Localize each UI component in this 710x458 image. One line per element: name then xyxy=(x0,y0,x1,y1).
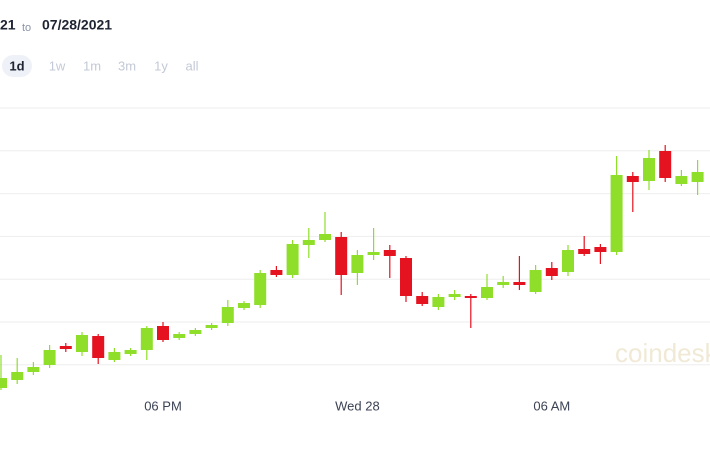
candle-body xyxy=(221,307,234,323)
candle-body xyxy=(335,237,348,275)
candle-body xyxy=(302,240,315,245)
range-start: 21 xyxy=(0,17,16,33)
candle-body xyxy=(448,294,461,297)
range-selected-bg xyxy=(2,55,32,77)
candle-body xyxy=(254,273,267,305)
candle-body xyxy=(497,282,510,285)
candle-body xyxy=(189,330,202,334)
range-button[interactable]: 1m xyxy=(83,58,101,73)
grid xyxy=(0,107,710,366)
candle-body xyxy=(27,367,40,372)
candle-body xyxy=(205,325,218,328)
candle-body xyxy=(416,296,429,304)
candle-body xyxy=(92,336,105,358)
candle-body xyxy=(0,378,7,388)
candle-body xyxy=(11,372,24,380)
candle-body xyxy=(400,258,412,296)
x-tick-label: Wed 28 xyxy=(335,398,380,413)
candle-body xyxy=(578,249,591,254)
candle-body xyxy=(464,296,477,298)
range-button[interactable]: 1w xyxy=(49,58,66,73)
candle-body xyxy=(76,335,88,352)
range-to: to xyxy=(22,22,31,34)
candle-body xyxy=(238,303,250,308)
candle-body xyxy=(43,350,56,365)
candle-body xyxy=(513,282,526,285)
candle-body xyxy=(691,172,704,182)
range-button[interactable]: 1d xyxy=(9,58,24,73)
candle-body xyxy=(59,346,72,349)
x-tick-label: 06 PM xyxy=(144,398,182,413)
candle-body xyxy=(481,287,493,298)
plot: 06 PM Wed 28 06 AM xyxy=(0,145,704,413)
range-button[interactable]: all xyxy=(185,58,198,73)
range-end: 07/28/2021 xyxy=(42,17,112,33)
range-buttons: 1d 1w 1m 3m 1y all xyxy=(2,55,199,77)
candle-body xyxy=(643,158,655,181)
candle-body xyxy=(626,176,639,182)
candle-body xyxy=(351,255,364,273)
candle-body xyxy=(529,270,542,292)
candle-body xyxy=(432,297,445,307)
candle-body xyxy=(562,250,574,272)
candle-body xyxy=(610,175,623,252)
candle-body xyxy=(383,250,396,256)
candle-body xyxy=(675,176,688,184)
candle-body xyxy=(157,326,169,340)
candle-body xyxy=(594,247,607,252)
candle-body xyxy=(286,244,299,275)
candle-body xyxy=(270,270,283,275)
candle-body xyxy=(108,352,121,360)
candle-body xyxy=(173,334,186,338)
watermark: coindesk xyxy=(615,338,710,368)
candle-body xyxy=(659,151,672,178)
candle-body xyxy=(140,328,153,350)
x-tick-label: 06 AM xyxy=(533,398,570,413)
candle-body xyxy=(367,252,380,255)
candle-body xyxy=(545,268,558,276)
range-button[interactable]: 3m xyxy=(118,58,136,73)
range-button[interactable]: 1y xyxy=(154,58,168,73)
candle-body xyxy=(124,350,137,354)
candle-body xyxy=(319,234,331,240)
